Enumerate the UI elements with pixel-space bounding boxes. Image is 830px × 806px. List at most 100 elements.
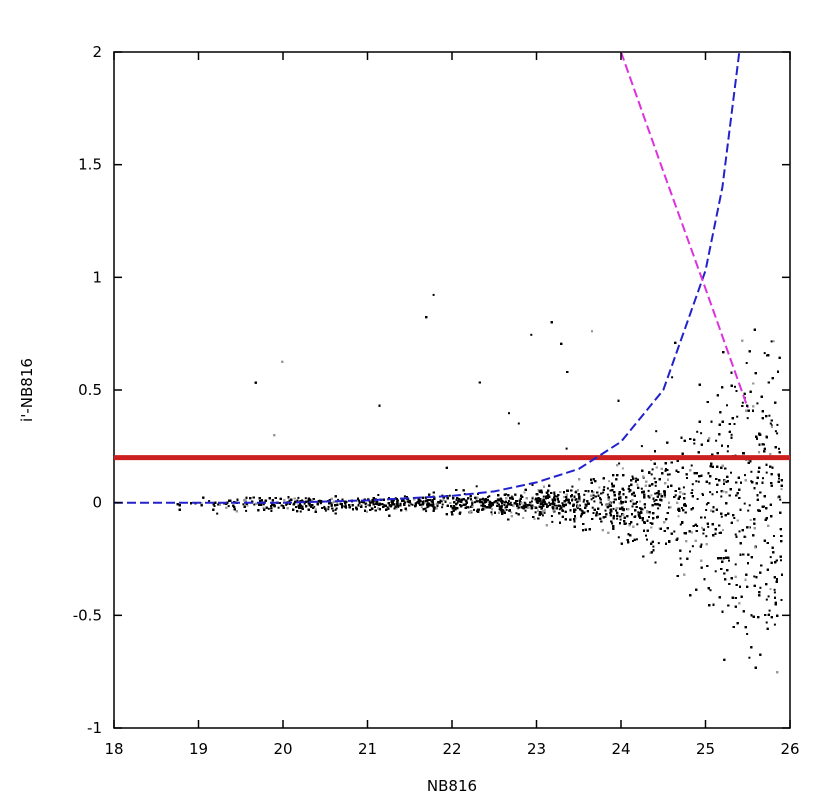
scatter-point (746, 417, 749, 420)
scatter-point (769, 556, 772, 559)
scatter-point (668, 473, 671, 476)
scatter-point (486, 496, 489, 499)
scatter-point (576, 505, 578, 508)
scatter-point (738, 530, 741, 533)
scatter-point (651, 468, 654, 471)
scatter-point (645, 534, 647, 537)
scatter-point (343, 505, 346, 508)
scatter-point (654, 484, 657, 487)
scatter-point (632, 540, 634, 542)
scatter-point (748, 526, 751, 529)
scatter-point (702, 532, 705, 535)
scatter-point (654, 492, 657, 495)
scatter-point (580, 509, 583, 512)
scatter-point (534, 511, 537, 514)
scatter-point (640, 487, 643, 490)
scatter-point (227, 505, 230, 508)
scatter-point (440, 500, 443, 503)
scatter-point (709, 589, 712, 592)
scatter-point (553, 491, 556, 494)
scatter-point (285, 503, 288, 506)
scatter-point (344, 505, 347, 507)
scatter-point (636, 523, 639, 526)
scatter-point (641, 508, 644, 511)
scatter-point (618, 496, 620, 499)
scatter-point (604, 515, 607, 518)
scatter-point (282, 505, 285, 507)
scatter-point (546, 495, 549, 498)
scatter-point (590, 498, 593, 501)
scatter-point (576, 500, 579, 503)
scatter-point (763, 443, 765, 446)
scatter-point (488, 495, 491, 498)
scatter-point (242, 503, 245, 506)
scatter-point (778, 475, 780, 477)
scatter-point (395, 507, 398, 510)
scatter-point (439, 501, 441, 504)
scatter-point (277, 506, 280, 509)
scatter-point (502, 500, 504, 503)
scatter-point (709, 491, 712, 494)
scatter-point (691, 545, 694, 548)
scatter-point (598, 486, 601, 489)
scatter-point (744, 474, 746, 477)
scatter-point (603, 486, 606, 489)
scatter-point (403, 495, 406, 498)
scatter-point (506, 504, 509, 507)
plot-frame (113, 51, 791, 729)
scatter-point (429, 498, 432, 501)
scatter-point (745, 362, 748, 364)
scatter-point (515, 512, 518, 515)
scatter-point (618, 462, 621, 465)
scatter-point (475, 485, 478, 488)
scatter-point (592, 494, 595, 497)
scatter-point (470, 511, 473, 514)
scatter-point (767, 595, 770, 598)
scatter-point (618, 502, 621, 505)
scatter-point (682, 486, 685, 489)
scatter-point (565, 447, 568, 450)
scatter-point (696, 525, 699, 527)
scatter-point (690, 464, 693, 467)
scatter-point (646, 538, 648, 541)
scatter-point (779, 498, 782, 501)
scatter-point (638, 507, 641, 510)
scatter-point (765, 471, 768, 474)
scatter-point (635, 538, 638, 541)
scatter-point (441, 506, 444, 509)
scatter-point (700, 432, 703, 435)
scatter-point (399, 502, 402, 505)
scatter-point (631, 505, 634, 508)
scatter-point (730, 433, 733, 436)
scatter-point (474, 501, 476, 504)
scatter-point (734, 385, 736, 388)
scatter-point (452, 506, 455, 509)
scatter-point (583, 498, 586, 501)
scatter-point (705, 503, 708, 506)
scatter-point (327, 505, 330, 508)
scatter-point (617, 536, 620, 539)
scatter-point (208, 500, 211, 503)
scatter-point (507, 500, 510, 503)
scatter-point (780, 488, 783, 491)
scatter-point (303, 502, 306, 505)
scatter-point (608, 480, 611, 483)
scatter-point (606, 493, 609, 496)
scatter-point (539, 499, 542, 502)
scatter-point (697, 480, 700, 483)
scatter-point (769, 588, 772, 591)
scatter-point (364, 505, 367, 508)
scatter-point (319, 502, 322, 505)
scatter-point (390, 499, 393, 502)
scatter-point (601, 503, 603, 506)
scatter-point (308, 504, 311, 507)
scatter-point (628, 490, 631, 493)
scatter-point (550, 515, 553, 517)
scatter-point (576, 507, 579, 510)
scatter-point (524, 509, 527, 512)
scatter-point (612, 507, 615, 510)
scatter-point (726, 404, 728, 407)
scatter-point (508, 412, 510, 415)
scatter-point (726, 450, 729, 453)
scatter-point (693, 442, 696, 445)
